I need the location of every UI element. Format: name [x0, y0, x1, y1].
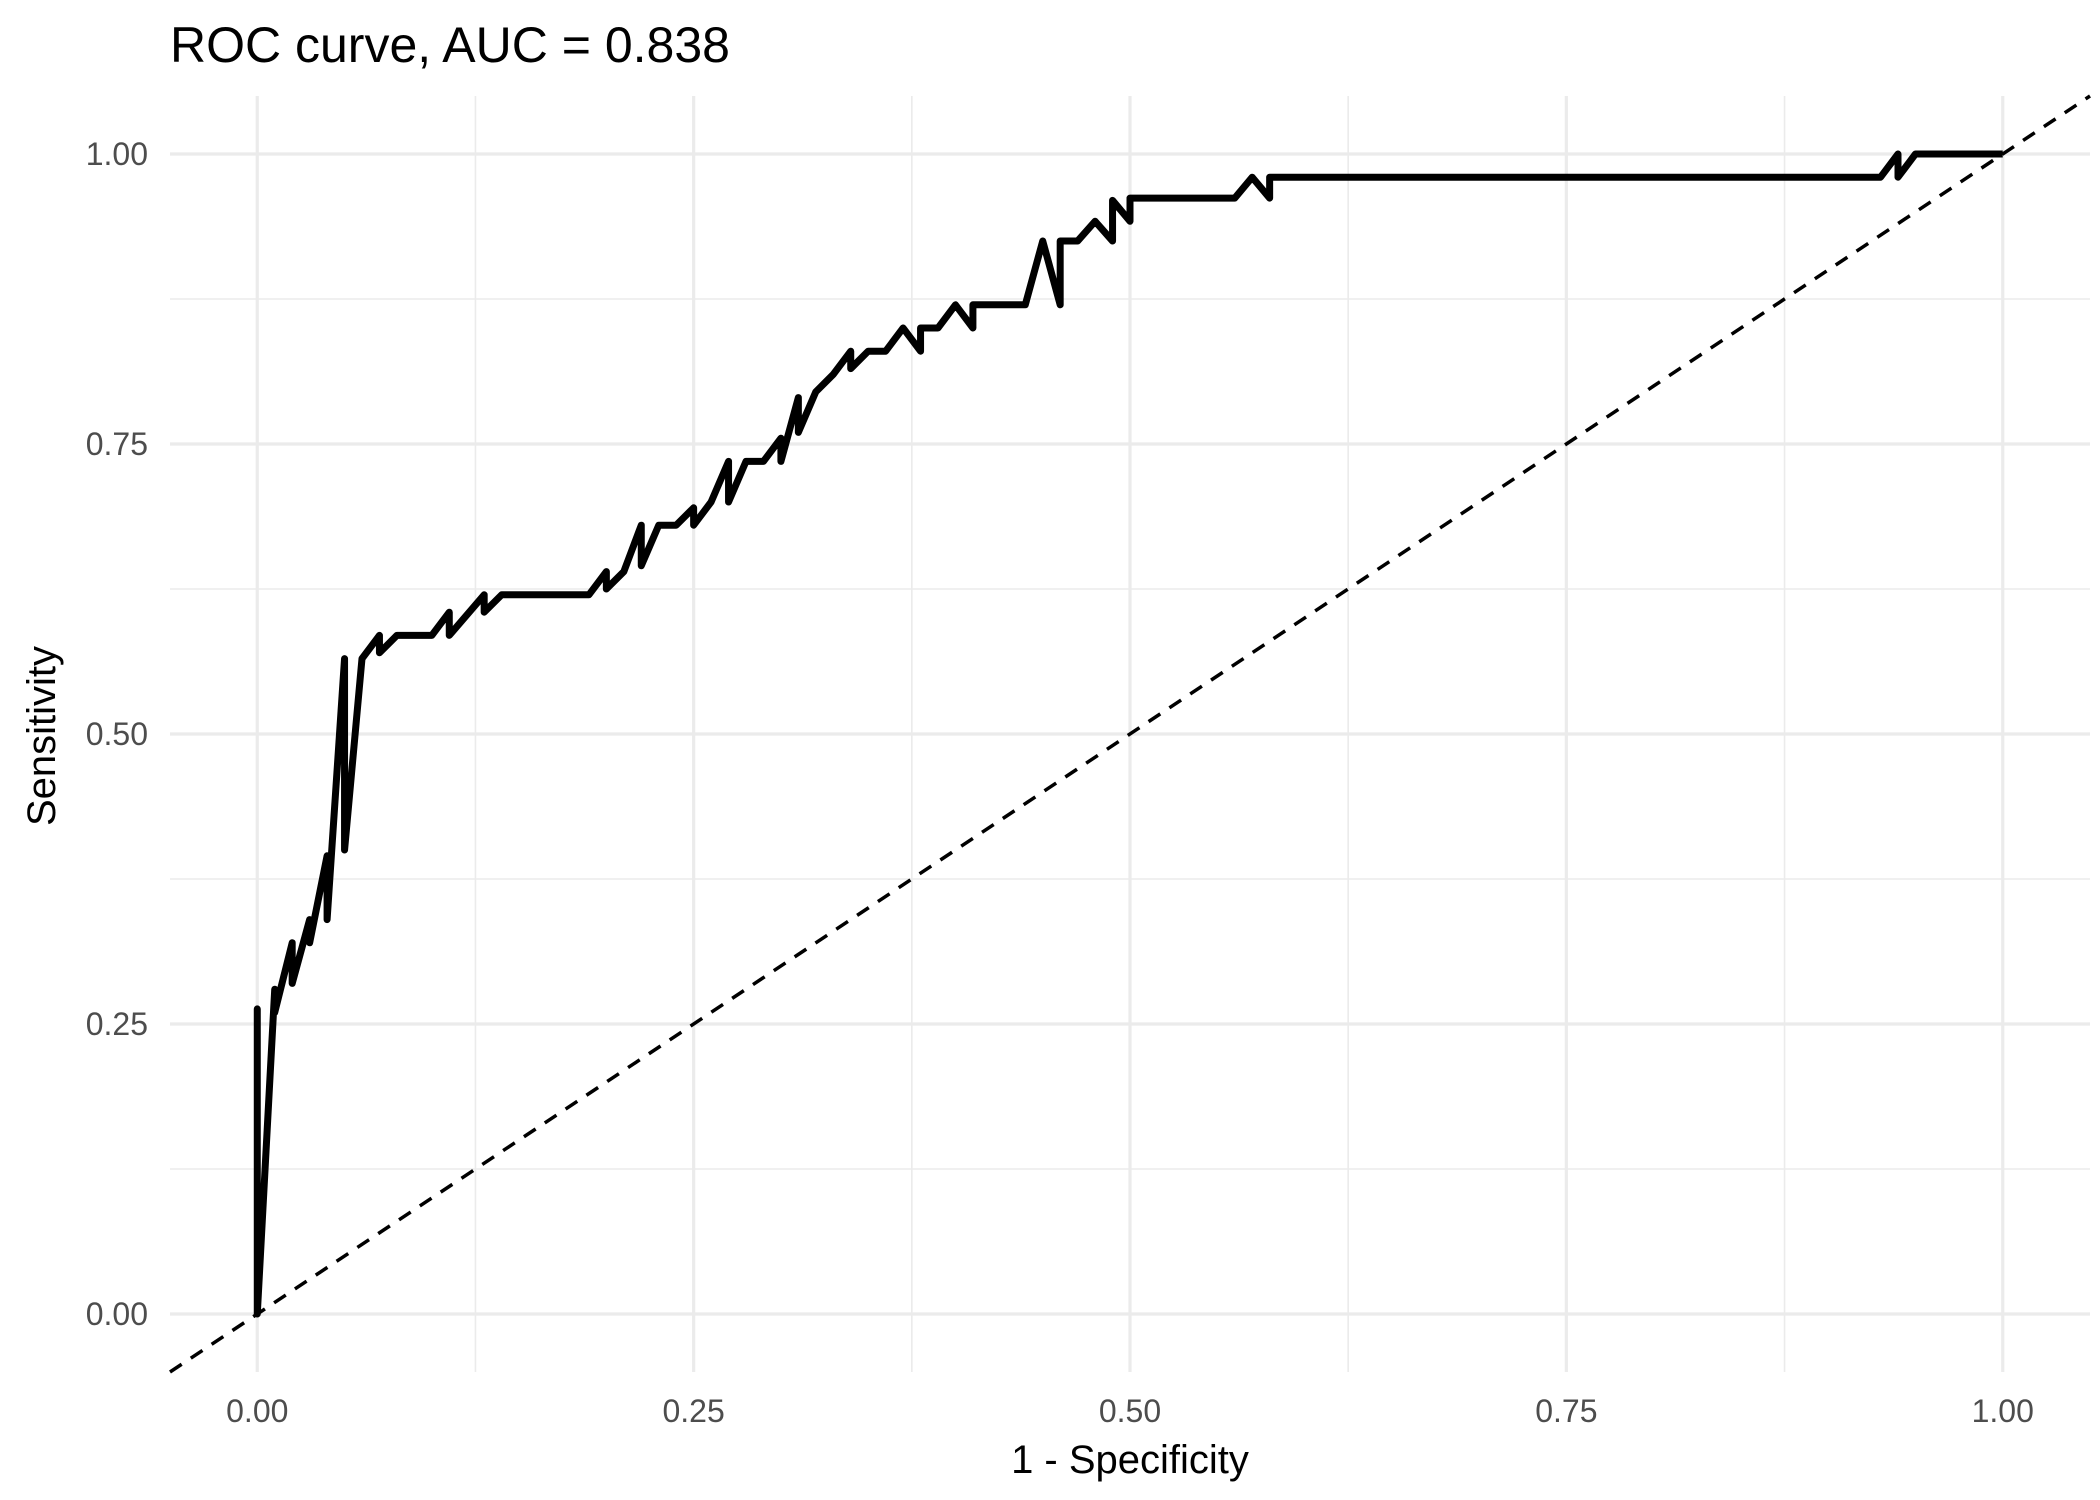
grid-layer — [170, 96, 2090, 1372]
chart-title: ROC curve, AUC = 0.838 — [170, 17, 730, 73]
x-tick-label: 0.25 — [662, 1393, 724, 1429]
y-tick-labels: 0.00 0.25 0.50 0.75 1.00 — [86, 136, 148, 1332]
y-tick-label: 0.25 — [86, 1006, 148, 1042]
x-axis-title: 1 - Specificity — [1011, 1438, 1249, 1482]
y-tick-label: 0.75 — [86, 426, 148, 462]
series-layer — [169, 94, 2091, 1374]
x-tick-label: 0.75 — [1535, 1393, 1597, 1429]
reference-diagonal-line — [169, 94, 2091, 1374]
x-tick-label: 0.00 — [226, 1393, 288, 1429]
x-tick-label: 1.00 — [1972, 1393, 2034, 1429]
y-tick-label: 1.00 — [86, 136, 148, 172]
y-tick-label: 0.00 — [86, 1296, 148, 1332]
x-tick-labels: 0.00 0.25 0.50 0.75 1.00 — [226, 1393, 2034, 1429]
y-axis-title: Sensitivity — [20, 646, 64, 826]
roc-curve-line — [253, 150, 2003, 1318]
y-tick-label: 0.50 — [86, 716, 148, 752]
x-tick-label: 0.50 — [1099, 1393, 1161, 1429]
